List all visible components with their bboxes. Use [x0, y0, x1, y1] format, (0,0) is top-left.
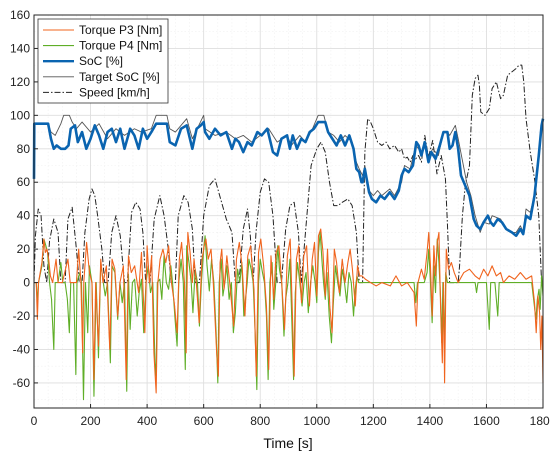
x-tick-label: 1200: [360, 414, 387, 428]
y-tick-label: 140: [10, 41, 30, 55]
series-line-speed: [33, 64, 543, 284]
y-tick-label: 80: [17, 142, 31, 156]
x-tick-label: 1800: [530, 414, 550, 428]
y-tick-label: 100: [10, 108, 30, 122]
x-axis-ticks: 0 200 400 600 800 1000 1200 1400 1600 1800: [31, 404, 550, 428]
y-tick-label: 40: [17, 209, 31, 223]
legend-label-torque-p3: Torque P3 [Nm]: [79, 23, 162, 37]
plot-frame: [33, 14, 544, 409]
y-tick-label: 0: [23, 276, 30, 290]
y-tick-label: -40: [13, 342, 31, 356]
x-tick-label: 1000: [303, 414, 330, 428]
x-tick-label: 600: [194, 414, 214, 428]
x-tick-label: 800: [250, 414, 270, 428]
legend: Torque P3 [Nm] Torque P4 [Nm]SoC [%] Targe…: [37, 18, 169, 104]
x-tick-label: 400: [137, 414, 157, 428]
legend-label-soc: SoC [%]: [79, 54, 123, 68]
y-tick-label: -60: [13, 376, 31, 390]
series-line-torque-p3: [34, 228, 544, 394]
y-tick-label: -20: [13, 309, 31, 323]
x-axis-title: Time [s]: [263, 435, 312, 451]
x-tick-label: 1400: [417, 414, 444, 428]
series-line-soc: [32, 118, 545, 238]
y-tick-label: 160: [10, 8, 30, 22]
legend-label-target-soc: Target SoC [%]: [79, 70, 160, 84]
y-tick-label: 20: [17, 242, 31, 256]
legend-label-torque-p4: Torque P4 [Nm]: [79, 39, 162, 53]
x-tick-label: 1600: [473, 414, 500, 428]
series-layer: [32, 64, 545, 401]
y-tick-label: 120: [10, 75, 30, 89]
legend-label-speed: Speed [km/h]: [79, 85, 150, 99]
x-tick-label: 200: [81, 414, 101, 428]
y-axis-ticks: -60 -40 -20 0 20 40 60 80 100 120 140 160: [10, 8, 38, 390]
x-tick-label: 0: [31, 414, 38, 428]
y-tick-label: 60: [17, 175, 31, 189]
